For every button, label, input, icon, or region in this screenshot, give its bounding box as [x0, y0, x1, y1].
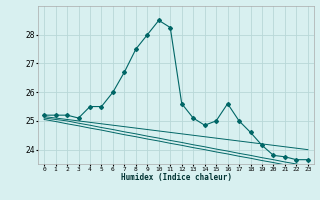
X-axis label: Humidex (Indice chaleur): Humidex (Indice chaleur): [121, 173, 231, 182]
